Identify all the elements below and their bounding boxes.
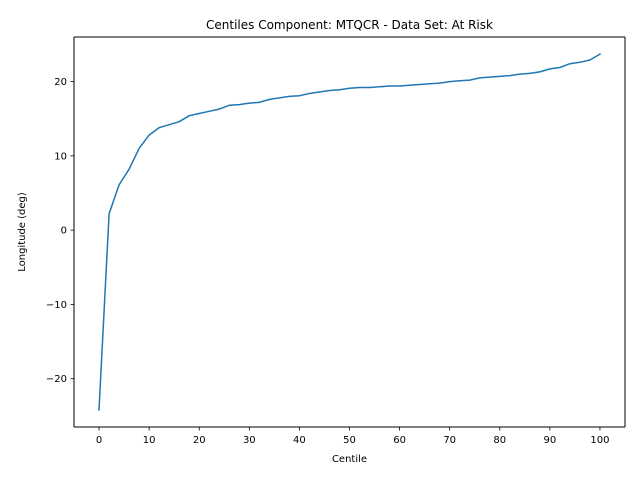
y-tick-label: −20 — [46, 374, 67, 385]
x-axis-label: Centile — [332, 454, 367, 465]
x-tick-label: 90 — [543, 435, 556, 446]
data-point — [399, 85, 401, 87]
data-point — [459, 80, 461, 82]
data-point — [409, 84, 411, 86]
data-point — [188, 115, 190, 117]
data-point — [208, 110, 210, 112]
data-point — [108, 213, 110, 215]
data-point — [419, 83, 421, 86]
x-tick-label: 70 — [443, 435, 456, 446]
data-point — [599, 53, 601, 55]
data-point — [298, 95, 300, 97]
data-point — [489, 76, 491, 78]
data-point — [389, 85, 391, 87]
data-point — [168, 124, 170, 126]
data-point — [178, 121, 180, 123]
data-point — [98, 409, 100, 411]
data-point — [128, 168, 130, 170]
data-point — [368, 86, 371, 89]
x-tick-label: 0 — [96, 435, 102, 446]
data-point — [579, 61, 581, 63]
x-tick-label: 10 — [143, 435, 156, 446]
data-point — [509, 75, 511, 77]
x-tick-label: 60 — [393, 435, 406, 446]
data-point — [539, 71, 541, 73]
x-tick-label: 30 — [243, 435, 256, 446]
data-point — [338, 89, 341, 91]
data-point — [218, 108, 220, 110]
data-point — [138, 147, 140, 149]
data-point — [328, 89, 331, 92]
data-point — [228, 104, 230, 106]
data-point — [318, 91, 320, 93]
data-point — [278, 97, 280, 99]
x-tick-label: 40 — [293, 435, 306, 446]
data-point — [479, 77, 481, 79]
data-point — [258, 101, 260, 103]
data-point — [499, 75, 501, 77]
data-point — [308, 92, 310, 95]
chart-title: Centiles Component: MTQCR - Data Set: At… — [206, 18, 493, 32]
data-point — [238, 104, 240, 106]
x-axis-ticks: 0 10 20 30 40 50 60 70 80 90 100 — [96, 427, 610, 446]
y-tick-label: 0 — [61, 226, 67, 237]
data-point — [288, 95, 290, 97]
data-point — [529, 72, 531, 74]
data-point — [379, 86, 381, 88]
x-tick-label: 20 — [193, 435, 206, 446]
y-tick-label: 10 — [54, 151, 67, 162]
axes-frame — [73, 36, 626, 428]
data-point — [358, 86, 361, 89]
data-point — [449, 81, 451, 83]
data-point — [158, 127, 160, 129]
data-point — [559, 66, 561, 69]
y-tick-label: −10 — [46, 300, 67, 311]
x-tick-label: 80 — [493, 435, 506, 446]
data-point — [439, 82, 441, 84]
y-axis-label: Longitude (deg) — [17, 192, 28, 272]
data-point — [469, 79, 471, 81]
x-tick-label: 100 — [590, 435, 609, 446]
data-point — [198, 112, 200, 115]
y-axis-ticks: −20 −10 0 10 20 — [46, 77, 74, 385]
data-point — [348, 87, 351, 89]
plot-area — [74, 37, 625, 427]
data-point — [589, 59, 591, 61]
data-point — [549, 68, 551, 70]
series-layer — [98, 53, 602, 411]
data-point — [148, 134, 150, 136]
data-point — [118, 184, 120, 186]
data-point — [268, 98, 270, 100]
data-point — [429, 83, 431, 85]
data-point — [569, 63, 571, 65]
y-tick-label: 20 — [54, 77, 67, 88]
x-tick-label: 50 — [343, 435, 356, 446]
data-point — [519, 73, 521, 75]
data-point — [248, 102, 250, 104]
